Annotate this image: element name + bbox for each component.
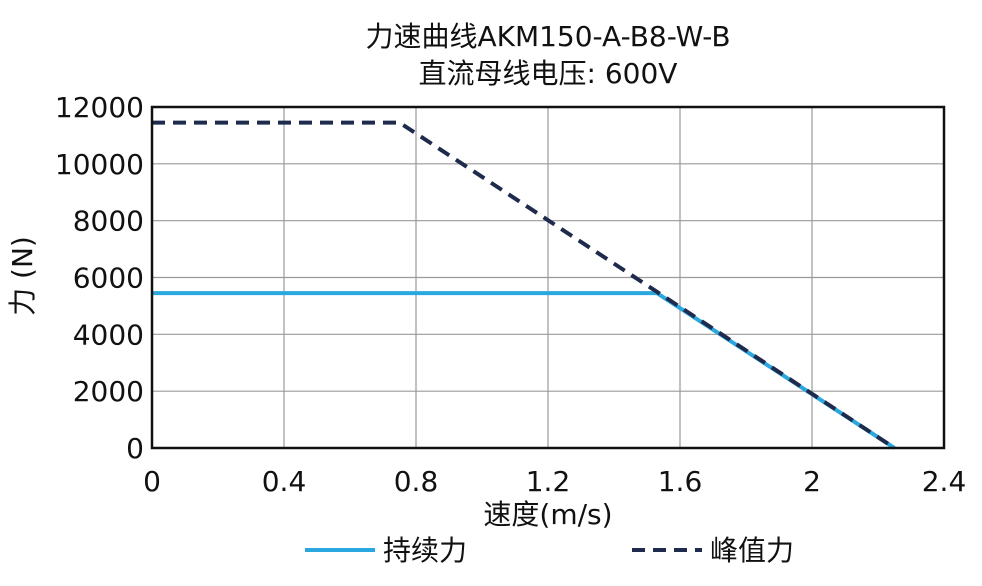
- grid-lines: [152, 107, 944, 448]
- legend-label-1: 峰值力: [710, 534, 794, 567]
- y-tick-label-3: 6000: [73, 262, 144, 295]
- y-tick-label-6: 12000: [55, 91, 144, 124]
- x-tick-label-2: 0.8: [394, 465, 439, 498]
- x-tick-labels: 0 0.4 0.8 1.2 1.6 2 2.4: [143, 465, 966, 498]
- legend: 持续力 峰值力: [305, 534, 794, 567]
- x-tick-label-5: 2: [803, 465, 821, 498]
- x-tick-label-4: 1.6: [658, 465, 703, 498]
- y-tick-label-5: 10000: [55, 148, 144, 181]
- chart-subtitle: 直流母线电压: 600V: [419, 57, 678, 90]
- y-tick-label-4: 8000: [73, 205, 144, 238]
- x-tick-label-0: 0: [143, 465, 161, 498]
- y-tick-label-2: 4000: [73, 318, 144, 351]
- y-axis-label: 力 (N): [6, 236, 39, 316]
- y-tick-label-1: 2000: [73, 375, 144, 408]
- series-lines: [152, 120, 896, 450]
- y-tick-label-0: 0: [126, 432, 144, 465]
- x-tick-label-3: 1.2: [526, 465, 571, 498]
- chart-title: 力速曲线AKM150-A-B8-W-B: [365, 20, 730, 53]
- plot-frame: [150, 105, 946, 450]
- x-tick-label-1: 0.4: [262, 465, 307, 498]
- x-tick-label-6: 2.4: [922, 465, 967, 498]
- x-axis-label: 速度(m/s): [483, 498, 612, 531]
- series-line-continuous-force: [152, 291, 896, 450]
- legend-label-0: 持续力: [383, 534, 467, 567]
- series-line-peak-force: [152, 120, 896, 450]
- y-tick-labels: 0 2000 4000 6000 8000 10000 12000: [55, 91, 144, 465]
